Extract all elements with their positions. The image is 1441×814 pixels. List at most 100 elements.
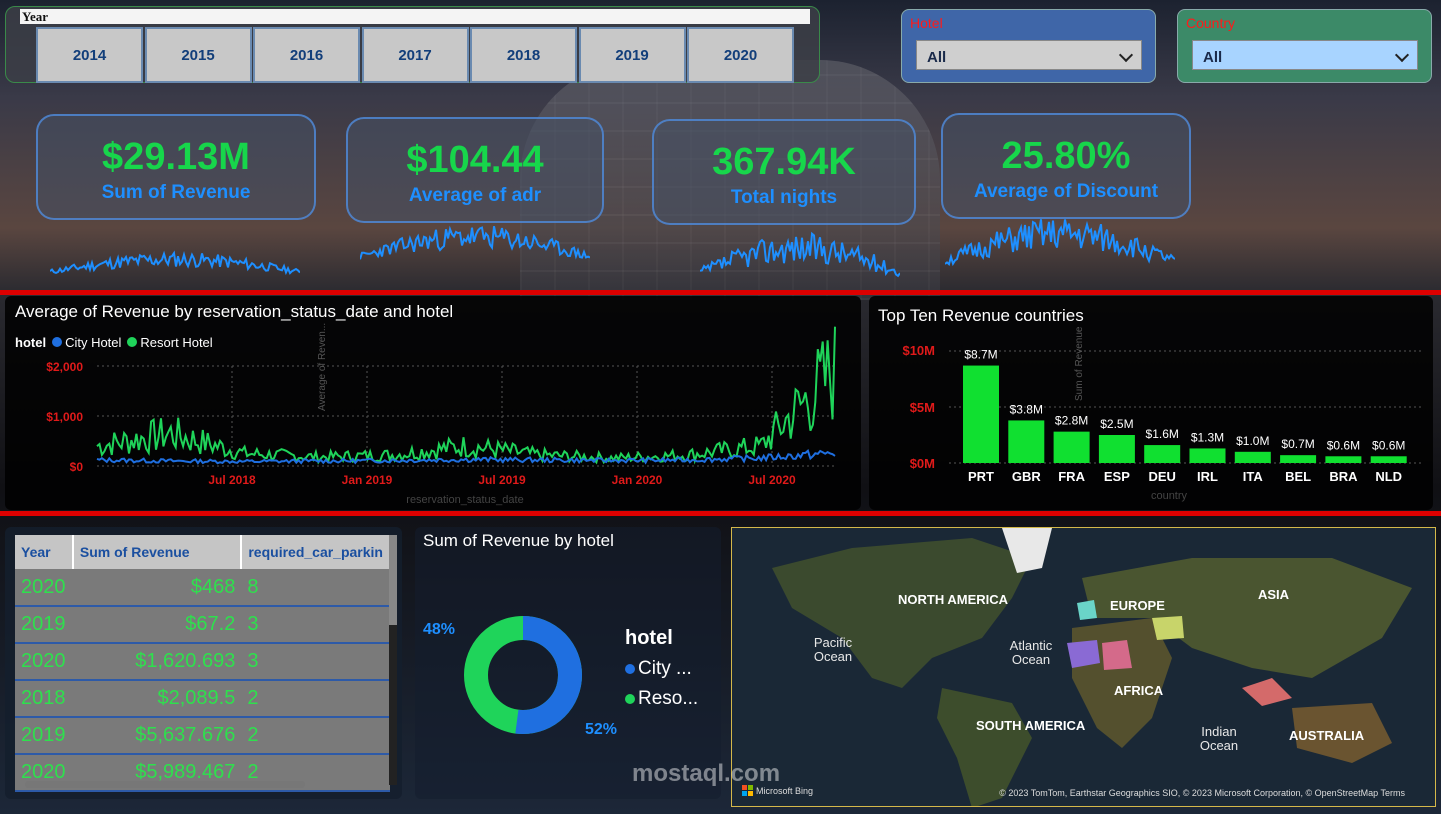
kpi-card-adr: $104.44 Average of adr <box>346 117 604 223</box>
bar-ita[interactable] <box>1234 451 1271 463</box>
x-tick: BEL <box>1285 469 1311 484</box>
world-map[interactable]: NORTH AMERICA EUROPE ASIA AFRICA SOUTH A… <box>731 527 1436 807</box>
legend-item-city[interactable]: City Hotel <box>52 335 121 350</box>
table-row[interactable]: 2020 $1,620.693 3 <box>15 643 390 681</box>
kpi-label: Average of adr <box>408 185 542 206</box>
bar-fra[interactable] <box>1053 431 1090 463</box>
section-divider <box>0 290 1441 295</box>
bar-value-label: $8.7M <box>964 348 997 362</box>
table-row[interactable]: 2019 $5,637.676 2 <box>15 717 390 755</box>
year-button-2018[interactable]: 2018 <box>470 27 577 83</box>
cell-year: 2019 <box>15 606 73 644</box>
year-button-2015[interactable]: 2015 <box>144 27 252 83</box>
cell-parking: 8 <box>241 569 390 607</box>
table-row[interactable]: 2018 $2,089.5 2 <box>15 680 390 718</box>
cell-revenue: $2,089.5 <box>72 680 242 718</box>
bar-chart-plot: Sum of Revenue $10M $5M $0M country $8.7… <box>902 326 1424 502</box>
bar-gbr[interactable] <box>1008 420 1045 463</box>
bar-chart-title: Top Ten Revenue countries <box>878 306 1084 325</box>
map-copyright[interactable]: © 2023 TomTom, Earthstar Geographics SIO… <box>999 788 1405 798</box>
country-filter-dropdown[interactable]: All <box>1192 40 1418 70</box>
table-horizontal-scrollbar[interactable] <box>25 781 305 788</box>
column-header-revenue[interactable]: Sum of Revenue <box>72 535 243 569</box>
year-button-2017[interactable]: 2017 <box>361 27 469 83</box>
legend-item-city[interactable]: City ... <box>625 658 698 680</box>
kpi-sparkline-revenue <box>50 250 300 276</box>
x-tick: PRT <box>968 469 994 484</box>
landmass-eurasia <box>1082 558 1412 678</box>
continent-label: AUSTRALIA <box>1289 728 1365 743</box>
scrollbar-thumb[interactable] <box>389 535 397 625</box>
y-tick: $0 <box>70 460 84 474</box>
x-tick: Jan 2020 <box>612 473 663 487</box>
kpi-value: 25.80% <box>1001 135 1131 177</box>
x-tick: ITA <box>1243 469 1264 484</box>
revenue-line-chart[interactable]: Average of Revenue by reservation_status… <box>5 296 861 510</box>
series-line-city-hotel[interactable] <box>96 449 836 465</box>
country-highlight[interactable] <box>1067 640 1100 668</box>
y-tick: $5M <box>910 400 935 415</box>
bar-nld[interactable] <box>1370 456 1407 463</box>
y-axis-label: Sum of Revenue <box>1074 326 1085 401</box>
series-line-resort-hotel[interactable] <box>96 326 836 465</box>
bar-esp[interactable] <box>1098 435 1135 463</box>
bing-label: Microsoft Bing <box>756 785 814 796</box>
kpi-label: Total nights <box>730 187 838 208</box>
landmass-greenland <box>1002 528 1052 573</box>
bar-deu[interactable] <box>1144 445 1181 463</box>
cell-year: 2020 <box>15 569 73 607</box>
kpi-value: $29.13M <box>102 136 250 178</box>
cell-parking: 3 <box>241 606 390 644</box>
country-highlight[interactable] <box>1242 678 1292 706</box>
country-filter-value: All <box>1203 49 1223 66</box>
table-row[interactable]: 2019 $67.2 3 <box>15 606 390 644</box>
hotel-filter-value: All <box>927 49 947 66</box>
country-highlight[interactable] <box>1152 616 1184 640</box>
ocean-label: Atlantic Ocean <box>1009 638 1053 667</box>
x-tick: Jul 2020 <box>748 473 796 487</box>
donut-slice-city[interactable] <box>464 616 582 734</box>
kpi-value: 367.94K <box>712 141 856 183</box>
x-tick: NLD <box>1375 469 1402 484</box>
year-button-group: 2014 2015 2016 2017 2018 2019 2020 <box>36 27 796 83</box>
country-highlight[interactable] <box>1077 600 1097 620</box>
year-button-2014[interactable]: 2014 <box>36 27 143 83</box>
legend-label: City ... <box>638 658 692 679</box>
donut-plot: 48% 52% <box>423 616 617 738</box>
landmass-north-america <box>772 538 1032 688</box>
bar-prt[interactable] <box>963 365 999 463</box>
donut-label-city: 52% <box>585 721 617 738</box>
bar-irl[interactable] <box>1189 448 1226 463</box>
table-row[interactable]: 2020 $468 8 <box>15 569 390 607</box>
country-highlight[interactable] <box>1102 640 1132 670</box>
x-tick: Jul 2019 <box>478 473 526 487</box>
bar-bra[interactable] <box>1325 456 1362 463</box>
table-vertical-scrollbar[interactable] <box>389 535 397 785</box>
bar-value-label: $0.7M <box>1281 437 1314 451</box>
x-tick: ESP <box>1104 469 1130 484</box>
x-tick: Jul 2018 <box>208 473 256 487</box>
year-button-2019[interactable]: 2019 <box>578 27 686 83</box>
y-tick: $2,000 <box>46 360 83 374</box>
revenue-by-hotel-donut[interactable]: Sum of Revenue by hotel 48% 52% hotel Ci… <box>415 527 721 799</box>
top-countries-bar-chart[interactable]: Top Ten Revenue countries Sum of Revenue… <box>869 296 1433 510</box>
bar-bel[interactable] <box>1280 455 1317 463</box>
bing-logo: Microsoft Bing <box>742 785 813 796</box>
donut-legend: hotel City ... Reso... <box>625 627 698 710</box>
legend-title: hotel <box>625 627 673 649</box>
hotel-filter-dropdown[interactable]: All <box>916 40 1142 70</box>
legend-item-resort[interactable]: Resort Hotel <box>127 335 213 350</box>
legend-item-resort[interactable]: Reso... <box>625 688 698 710</box>
bar-value-label: $0.6M <box>1372 438 1405 452</box>
hotel-filter-label: Hotel <box>910 15 943 31</box>
legend-label: Reso... <box>638 688 699 709</box>
x-tick: Jan 2019 <box>342 473 393 487</box>
column-header-parking[interactable]: required_car_parkin <box>241 535 391 569</box>
cell-year: 2019 <box>15 717 73 755</box>
kpi-card-discount: 25.80% Average of Discount <box>941 113 1191 219</box>
legend-title: hotel <box>15 335 47 350</box>
map-landmasses <box>772 528 1412 806</box>
year-button-2016[interactable]: 2016 <box>253 27 360 83</box>
column-header-year[interactable]: Year <box>15 535 74 569</box>
year-button-2020[interactable]: 2020 <box>687 27 794 83</box>
